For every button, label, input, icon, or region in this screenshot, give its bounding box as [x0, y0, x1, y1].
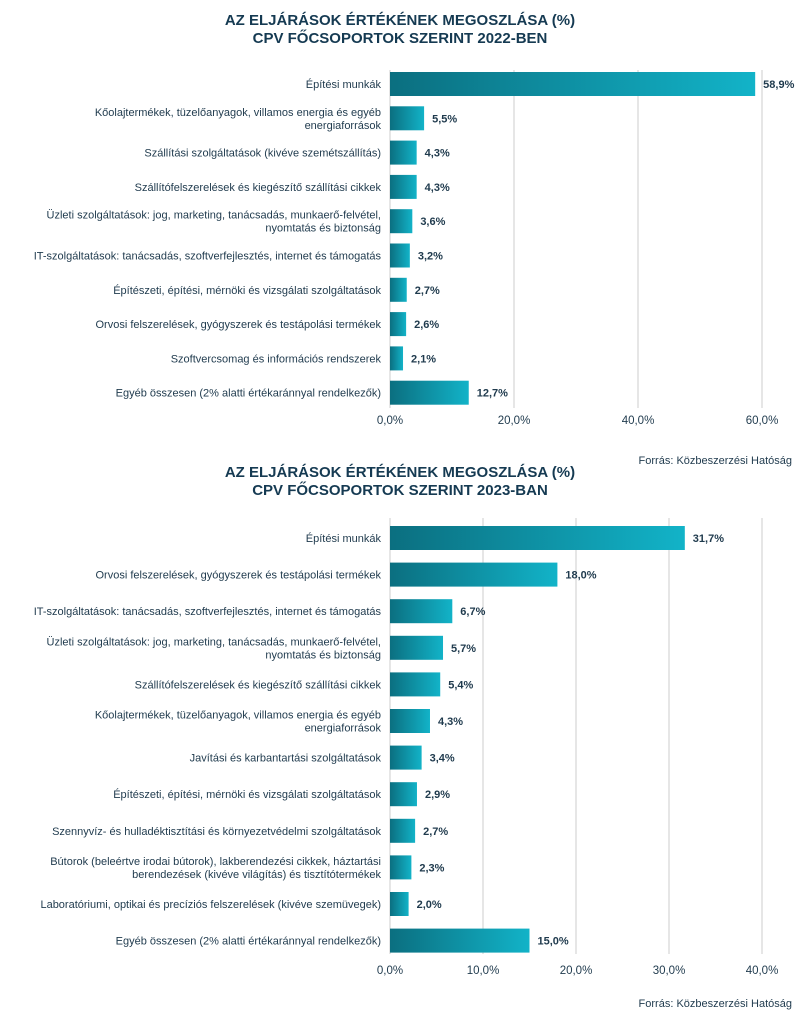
data-label: 58,9% — [763, 79, 794, 91]
chart-2023: AZ ELJÁRÁSOK ÉRTÉKÉNEK MEGOSZLÁSA (%) CP… — [0, 458, 800, 1028]
x-tick-label: 20,0% — [560, 965, 593, 977]
data-label: 2,0% — [417, 899, 442, 911]
bar — [390, 892, 409, 916]
category-label: Egyéb összesen (2% alatti értékaránnyal … — [116, 388, 381, 400]
data-label: 3,6% — [420, 216, 445, 228]
bar — [390, 709, 430, 733]
bar — [390, 140, 417, 165]
bar — [390, 380, 469, 405]
source-note: Forrás: Közbeszerzési Hatóság — [638, 455, 792, 467]
data-label: 5,7% — [451, 643, 476, 655]
chart-subtitle-line: CPV FŐCSOPORTOK SZERINT 2023-BAN — [252, 482, 548, 499]
x-tick-label: 10,0% — [467, 965, 500, 977]
bar — [390, 928, 530, 953]
data-label: 4,3% — [438, 716, 463, 728]
category-label: Javítási és karbantartási szolgáltatások — [190, 753, 382, 765]
chart-2022: AZ ELJÁRÁSOK ÉRTÉKÉNEK MEGOSZLÁSA (%) CP… — [0, 0, 800, 470]
bar — [390, 672, 441, 697]
data-label: 4,3% — [425, 182, 450, 194]
category-label: Üzleti szolgáltatások: jog, marketing, t… — [47, 210, 381, 235]
bar — [390, 106, 425, 131]
category-label: Szállítófelszerelések és kiegészítő szál… — [135, 679, 382, 691]
category-label: Orvosi felszerelések, gyógyszerek és tes… — [95, 570, 381, 582]
x-tick-label: 0,0% — [377, 965, 403, 977]
data-label: 5,5% — [432, 113, 457, 125]
x-tick-label: 20,0% — [498, 415, 531, 427]
bar — [390, 599, 453, 624]
bar — [390, 855, 412, 880]
chart-title: AZ ELJÁRÁSOK ÉRTÉKÉNEK MEGOSZLÁSA (%) CP… — [0, 12, 800, 48]
category-label: IT-szolgáltatások: tanácsadás, szoftverf… — [34, 606, 382, 618]
bar — [390, 312, 407, 337]
chart-title-line: AZ ELJÁRÁSOK ÉRTÉKÉNEK MEGOSZLÁSA (%) — [224, 12, 576, 29]
bar — [390, 635, 444, 660]
data-label: 2,7% — [423, 826, 448, 838]
data-label: 12,7% — [477, 388, 508, 400]
data-label: 2,7% — [415, 285, 440, 297]
data-label: 2,6% — [414, 319, 439, 331]
source-note: Forrás: Közbeszerzési Hatóság — [638, 998, 792, 1010]
bar — [390, 562, 558, 587]
category-label: Kőolajtermékek, tüzelőanyagok, villamos … — [95, 107, 382, 132]
category-label: IT-szolgáltatások: tanácsadás, szoftverf… — [34, 251, 382, 263]
x-tick-label: 60,0% — [746, 415, 779, 427]
data-label: 18,0% — [565, 570, 596, 582]
x-tick-label: 0,0% — [377, 415, 403, 427]
bar — [390, 745, 422, 770]
bar — [390, 72, 756, 96]
data-label: 3,2% — [418, 251, 443, 263]
bar — [390, 526, 685, 550]
category-label: Szoftvercsomag és információs rendszerek — [171, 353, 382, 365]
bar — [390, 818, 416, 843]
chart-title: AZ ELJÁRÁSOK ÉRTÉKÉNEK MEGOSZLÁSA (%) CP… — [0, 464, 800, 500]
category-label: Szennyvíz- és hulladéktisztítási és körn… — [52, 826, 381, 838]
data-label: 5,4% — [448, 679, 473, 691]
category-label: Szállítófelszerelések és kiegészítő szál… — [135, 182, 382, 194]
data-label: 15,0% — [538, 936, 569, 948]
category-label: Kőolajtermékek, tüzelőanyagok, villamos … — [95, 710, 382, 735]
bar-chart-2023: 0,0% 10,0% 20,0% 30,0% 40,0% 31,7% Építési mun… — [34, 518, 779, 977]
x-tick-label: 40,0% — [622, 415, 655, 427]
category-label: Építészeti, építési, mérnöki és vizsgála… — [113, 788, 381, 801]
bar — [390, 209, 413, 234]
x-tick-label: 40,0% — [746, 965, 779, 977]
bar-chart-2022: 0,0% 20,0% 40,0% 60,0% 58,9% Építési munkák 5,… — [34, 70, 795, 427]
bar — [390, 243, 410, 268]
category-label: Építési munkák — [306, 78, 382, 91]
chart-subtitle-line: CPV FŐCSOPORTOK SZERINT 2022-BEN — [252, 30, 548, 47]
category-label: Építési munkák — [306, 532, 382, 545]
bar — [390, 782, 417, 807]
category-label: Egyéb összesen (2% alatti értékaránnyal … — [116, 936, 381, 948]
bar — [390, 277, 407, 302]
x-tick-label: 30,0% — [653, 965, 686, 977]
data-label: 4,3% — [425, 148, 450, 160]
data-label: 31,7% — [693, 533, 724, 545]
bar — [390, 174, 417, 199]
category-label: Szállítási szolgáltatások (kivéve szemét… — [144, 148, 381, 160]
data-label: 6,7% — [460, 606, 485, 618]
data-label: 2,3% — [419, 862, 444, 874]
category-label: Építészeti, építési, mérnöki és vizsgála… — [113, 284, 381, 297]
category-label: Üzleti szolgáltatások: jog, marketing, t… — [47, 636, 381, 661]
bar — [390, 346, 404, 371]
data-label: 3,4% — [430, 753, 455, 765]
data-label: 2,9% — [425, 789, 450, 801]
chart-title-line: AZ ELJÁRÁSOK ÉRTÉKÉNEK MEGOSZLÁSA (%) — [224, 464, 576, 481]
category-label: Laboratóriumi, optikai és precíziós fels… — [40, 899, 381, 911]
category-label: Orvosi felszerelések, gyógyszerek és tes… — [95, 319, 381, 331]
category-label: Bútorok (beleértve irodai bútorok), lakb… — [50, 856, 381, 881]
data-label: 2,1% — [411, 353, 436, 365]
